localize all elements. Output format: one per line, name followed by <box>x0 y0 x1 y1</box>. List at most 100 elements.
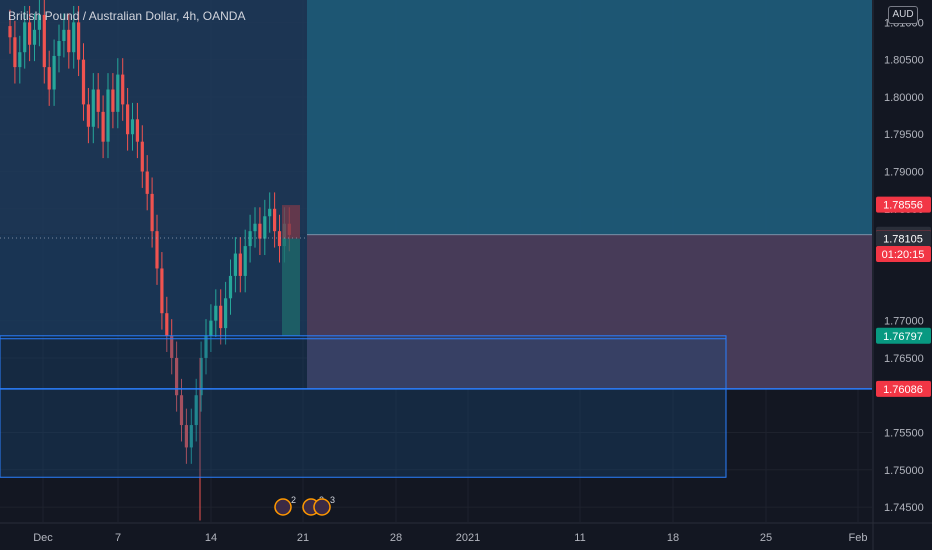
support-box <box>0 335 727 478</box>
x-tick-label: 11 <box>574 532 585 544</box>
price-label: 1.78556 <box>876 196 931 213</box>
event-marker-flag-icon[interactable]: 3 <box>313 495 335 516</box>
price-label: 1.76797 <box>876 327 931 344</box>
candle-body <box>32 29 37 45</box>
candle-body <box>8 26 12 38</box>
candle-body <box>18 52 22 68</box>
x-tick-label: 21 <box>297 532 309 544</box>
candle-body <box>224 298 228 329</box>
candle-body <box>111 89 115 112</box>
candle-body <box>233 253 237 276</box>
candle-body <box>228 275 233 299</box>
interval-label: 4h <box>182 9 197 23</box>
price-axis[interactable]: 1.74500 1.75000 1.75500 1.76500 1.77000 1.785… <box>872 0 924 550</box>
candle-body <box>277 231 282 247</box>
target-zone <box>307 0 872 235</box>
y-tick-label: 1.74500 <box>884 502 924 514</box>
countdown-bg <box>876 246 931 263</box>
x-tick-label: 18 <box>667 532 679 544</box>
candle-body <box>248 231 252 247</box>
x-tick-label: Feb <box>849 532 868 544</box>
y-tick-label: 1.79500 <box>884 129 924 141</box>
candle-body <box>175 357 179 396</box>
x-tick-label: 25 <box>760 532 772 544</box>
candle-body <box>135 119 139 142</box>
candle-body <box>145 171 149 194</box>
candle-body <box>106 89 110 142</box>
price-label-bg <box>876 327 931 344</box>
candle-body <box>42 14 46 68</box>
candle-body <box>204 335 208 358</box>
candle-body <box>77 22 81 60</box>
candle-body <box>238 253 242 276</box>
price-labels: 1.785561.781521.781081.781051.767971.760… <box>876 196 931 397</box>
price-label-text: 1.78105 <box>883 233 923 245</box>
candle-body <box>13 37 17 68</box>
candle-body <box>282 205 300 239</box>
candle-body <box>209 320 213 336</box>
candle-body <box>140 141 144 172</box>
candle-body <box>243 246 247 276</box>
candle-body <box>170 335 174 358</box>
x-tick-label: 28 <box>390 532 402 544</box>
candle-body <box>150 193 154 232</box>
candle-body <box>101 111 105 142</box>
event-marker-flag-icon[interactable]: 2 <box>274 495 296 516</box>
candle-body <box>194 395 198 426</box>
symbol-name: British Pound / Australian Dollar <box>8 9 177 23</box>
y-tick-label: 1.80500 <box>884 55 924 67</box>
trade-zones <box>0 0 872 389</box>
candle-body <box>47 67 51 90</box>
candle-body <box>81 59 86 105</box>
x-tick-label: 2021 <box>456 532 480 544</box>
event-count: 3 <box>330 495 335 505</box>
candle-body <box>258 223 262 239</box>
y-tick-label: 1.75500 <box>884 428 924 440</box>
candle-body <box>72 22 76 53</box>
y-tick-label: 1.79000 <box>884 167 924 179</box>
countdown-label: 01:20:15 <box>882 249 925 261</box>
candle-body <box>165 313 169 336</box>
candle-body <box>219 305 223 329</box>
price-label-bg <box>876 196 931 213</box>
candle-body <box>179 395 184 426</box>
y-tick-label: 1.76500 <box>884 353 924 365</box>
candle-body <box>160 268 164 314</box>
price-label-bg <box>876 380 931 397</box>
candle-body <box>116 74 120 112</box>
candle-body <box>121 74 125 105</box>
left-mid-zone <box>0 234 307 336</box>
candle-body <box>62 29 66 42</box>
price-label-text: 1.76086 <box>883 384 923 396</box>
y-tick-label: 1.75000 <box>884 465 924 477</box>
time-axis[interactable]: Dec 7 14 21 28 2021 11 18 25 Feb <box>0 522 932 544</box>
candle-body <box>268 208 272 217</box>
candle-body <box>155 231 159 269</box>
price-label: 1.76086 <box>876 380 931 397</box>
event-count: 2 <box>291 495 296 505</box>
x-tick-label: 14 <box>205 532 217 544</box>
exchange-label: OANDA <box>202 9 246 23</box>
price-label-text: 1.76797 <box>883 331 923 343</box>
flag-circle <box>313 498 331 516</box>
price-label: 1.78105 <box>876 230 931 247</box>
candle-body <box>130 119 135 135</box>
candle-body <box>184 425 188 448</box>
symbol-title: British Pound / Australian Dollar, 4h, O… <box>8 9 246 23</box>
candle-body <box>199 357 203 396</box>
candle-body <box>91 89 95 127</box>
event-markers[interactable]: 223 <box>274 495 335 516</box>
overlays <box>0 234 872 478</box>
y-tick-label: 1.80000 <box>884 92 924 104</box>
candle-body <box>67 29 71 53</box>
candle-body <box>253 223 257 232</box>
x-tick-label: Dec <box>33 532 53 544</box>
candle-body <box>189 425 193 448</box>
x-tick-label: 7 <box>115 532 121 544</box>
flag-circle <box>274 498 292 516</box>
candle-body <box>28 22 32 45</box>
candle-body <box>23 22 27 53</box>
candle-body <box>126 104 130 135</box>
currency-badge[interactable]: AUD <box>888 6 918 24</box>
